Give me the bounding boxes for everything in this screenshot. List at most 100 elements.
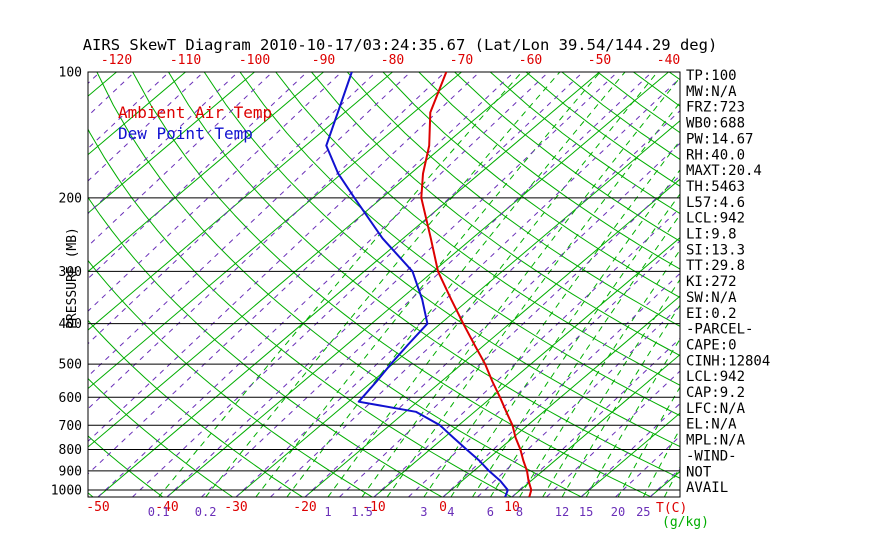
stats-line: MPL:N/A — [686, 433, 746, 449]
mixing-ratio-line — [361, 76, 680, 497]
isotherm-line — [88, 72, 324, 273]
sounding-curves — [325, 72, 533, 497]
bottom-temp-label: -20 — [293, 500, 316, 515]
moist-adiabat-line — [88, 72, 480, 443]
mixing-ratio-line — [542, 278, 680, 497]
top-temp-label: -50 — [588, 53, 611, 68]
stats-line: LI:9.8 — [686, 227, 737, 243]
moist-adiabat-line — [0, 72, 66, 497]
pressure-tick-label: 400 — [59, 317, 82, 332]
stats-line: MW:N/A — [686, 84, 737, 100]
mixing-ratio-line — [519, 249, 680, 497]
stats-line: -WIND- — [686, 448, 737, 464]
top-temp-label: -100 — [239, 53, 270, 68]
dry-adiabat-line — [346, 72, 680, 327]
isotherm-line — [88, 72, 462, 390]
mixing-unit-label: (g/kg) — [662, 515, 709, 530]
dry-adiabat-line — [88, 435, 164, 497]
isotherm-line — [442, 295, 680, 497]
stats-line: -PARCEL- — [686, 322, 753, 338]
stats-line: PW:14.67 — [686, 131, 753, 147]
mixing-ratio-label: 6 — [487, 505, 494, 519]
stats-line: L57:4.6 — [686, 195, 745, 211]
dry-adiabat-line — [311, 72, 680, 357]
dry-adiabat-line — [96, 72, 582, 497]
bottom-temp-label: -30 — [224, 500, 247, 515]
mixing-ratio-line — [471, 193, 680, 497]
stats-line: LFC:N/A — [686, 401, 746, 417]
moist-adiabat-line — [442, 272, 680, 497]
top-temp-label: -90 — [312, 53, 335, 68]
dry-adiabat-line — [239, 72, 680, 417]
pressure-tick-label: 200 — [59, 191, 82, 206]
mixing-ratio-line — [450, 169, 680, 497]
top-temp-label: -120 — [101, 53, 132, 68]
dry-adiabat-line — [203, 72, 680, 448]
dry-adiabat-line — [275, 72, 680, 386]
mixing-ratio-line — [255, 72, 601, 497]
mixing-ratio-line — [158, 72, 523, 497]
mixing-ratio-label: 3 — [420, 505, 427, 519]
chart-title: AIRS SkewT Diagram 2010-10-17/03:24:35.6… — [83, 36, 718, 54]
moist-adiabat-line — [201, 72, 653, 497]
stats-line: TP:100 — [686, 68, 737, 84]
legend-dew-point-temp: Dew Point Temp — [118, 124, 253, 143]
pressure-tick-label: 100 — [59, 66, 82, 81]
dry-adiabat-line — [382, 72, 680, 299]
isotherm-line — [88, 72, 393, 331]
dewpoint-curve — [325, 72, 509, 497]
bottom-temp-label: 10 — [504, 500, 520, 515]
stats-line: FRZ:723 — [686, 100, 745, 116]
mixing-ratio-line — [585, 338, 680, 497]
isotherm-line — [580, 412, 680, 497]
dry-adiabat-line — [88, 319, 303, 497]
moist-adiabat-line — [546, 370, 680, 497]
dry-adiabat-line — [418, 72, 680, 270]
mixing-ratio-line — [561, 304, 680, 497]
isotherm-line — [88, 72, 255, 214]
background-isolines — [0, 72, 870, 497]
stats-line: CAP:9.2 — [686, 385, 745, 401]
moist-adiabat-line — [339, 175, 680, 497]
mixing-ratio-label: 1 — [324, 505, 331, 519]
moist-adiabat-line — [754, 72, 870, 497]
stats-line: CINH:12804 — [686, 353, 770, 369]
stats-line: MAXT:20.4 — [686, 163, 762, 179]
bottom-temp-label: -40 — [155, 500, 178, 515]
moist-adiabat-line — [88, 72, 515, 475]
stats-line: RH:40.0 — [686, 147, 745, 163]
pressure-axis-label: PRESSURE (MB) — [65, 227, 80, 329]
moist-adiabat-line — [649, 468, 680, 497]
isotherm-line — [88, 72, 186, 156]
top-temp-label: -110 — [170, 53, 201, 68]
mixing-ratio-label: 20 — [611, 505, 625, 519]
stats-line: AVAIL — [686, 480, 728, 496]
pressure-tick-label: 600 — [59, 391, 82, 406]
temperature-curve — [420, 72, 533, 497]
pressure-tick-label: 500 — [59, 358, 82, 373]
moist-adiabat-line — [132, 72, 584, 497]
mixing-ratio-label: 0.1 — [148, 505, 170, 519]
mixing-ratio-line — [642, 428, 680, 497]
stats-line: LCL:942 — [686, 211, 745, 227]
moist-adiabat-line — [88, 72, 101, 85]
mixing-ratio-label: 12 — [555, 505, 569, 519]
stats-line: TT:29.8 — [686, 258, 745, 274]
dry-adiabat-line — [88, 128, 513, 497]
top-temp-label: -40 — [657, 53, 680, 68]
moist-adiabat-line — [511, 337, 680, 497]
mixing-ratio-line — [205, 72, 561, 497]
moist-adiabat-line — [270, 109, 680, 497]
moist-adiabat-line — [373, 207, 680, 497]
stats-line: SI:13.3 — [686, 242, 745, 258]
mixing-ratio-line — [423, 139, 680, 497]
moist-adiabat-line — [580, 402, 680, 497]
dry-adiabat-line — [132, 72, 652, 497]
isotherm-line — [235, 120, 680, 497]
bottom-temp-label: 0 — [439, 500, 447, 515]
top-temp-label: -80 — [381, 53, 404, 68]
top-temp-label: -70 — [450, 53, 473, 68]
